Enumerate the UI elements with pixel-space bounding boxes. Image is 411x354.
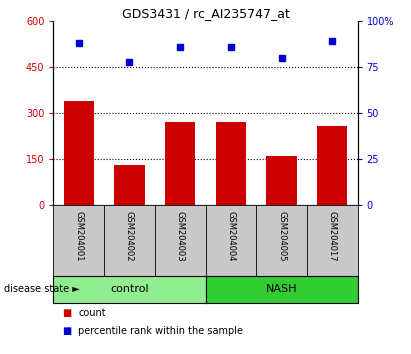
Text: GSM204005: GSM204005 [277, 211, 286, 262]
Text: GSM204002: GSM204002 [125, 211, 134, 262]
Text: percentile rank within the sample: percentile rank within the sample [78, 326, 243, 336]
Text: control: control [110, 284, 149, 295]
Text: GSM204004: GSM204004 [226, 211, 236, 262]
Text: GSM204003: GSM204003 [175, 211, 185, 262]
Title: GDS3431 / rc_AI235747_at: GDS3431 / rc_AI235747_at [122, 7, 289, 20]
Text: disease state ►: disease state ► [4, 284, 80, 295]
Bar [64, 101, 94, 205]
Bar [114, 165, 145, 205]
Text: count: count [78, 308, 106, 318]
Text: GSM204001: GSM204001 [74, 211, 83, 262]
Text: ■: ■ [62, 326, 71, 336]
Bar [317, 126, 347, 205]
Bar [266, 156, 297, 205]
Text: ■: ■ [62, 308, 71, 318]
Text: NASH: NASH [266, 284, 297, 295]
Text: GSM204017: GSM204017 [328, 211, 337, 262]
Bar [216, 122, 246, 205]
Bar [165, 122, 195, 205]
